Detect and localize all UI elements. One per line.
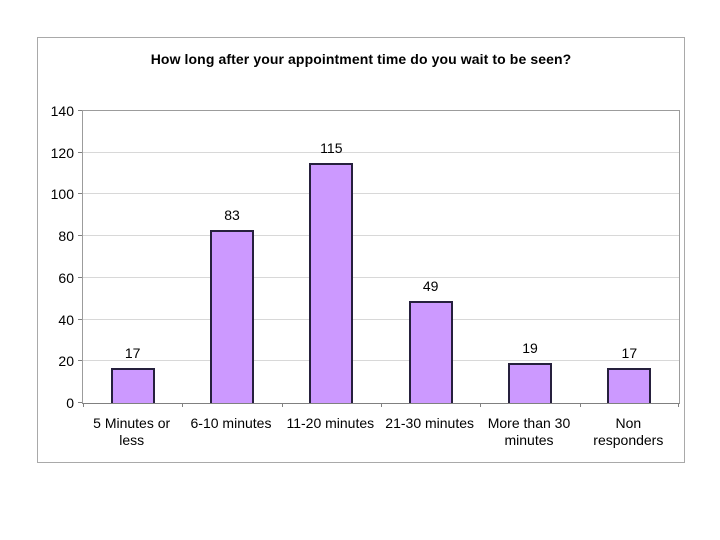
y-axis-tick-label: 20 <box>58 353 74 370</box>
chart-title: How long after your appointment time do … <box>150 51 572 67</box>
x-axis-category-label: 5 Minutes or less <box>93 415 171 448</box>
y-axis-tick <box>78 276 82 278</box>
x-axis-tick <box>678 403 679 407</box>
y-axis-tick-label: 0 <box>66 395 74 411</box>
y-axis-tick-label: 100 <box>50 186 74 203</box>
x-axis-tick <box>281 403 283 407</box>
bar-value-label: 17 <box>124 344 141 361</box>
gridline <box>83 318 679 320</box>
x-axis-tick <box>83 403 84 407</box>
gridline <box>83 235 679 237</box>
y-axis-tick-label: 140 <box>50 103 74 119</box>
y-axis-tick <box>78 110 82 111</box>
plot-area: 17 83 115 49 19 17 <box>78 110 680 407</box>
gridline <box>83 193 679 195</box>
bar <box>309 163 354 403</box>
bar <box>508 363 552 403</box>
x-axis-category-label: 6-10 minutes <box>190 415 272 431</box>
x-axis-category-label: More than 30 minutes <box>487 415 571 448</box>
x-axis-tick <box>182 403 184 407</box>
y-axis-tick-label: 120 <box>50 144 74 161</box>
gridline <box>83 151 679 153</box>
bar <box>408 300 453 403</box>
y-axis-tick <box>78 151 82 153</box>
y-axis-tick <box>78 318 82 320</box>
y-axis-tick-label: 40 <box>58 311 74 328</box>
x-axis-tick <box>480 403 482 407</box>
x-axis-tick <box>381 403 382 407</box>
gridline <box>83 360 679 362</box>
y-axis-tick-label: 60 <box>58 269 74 286</box>
x-axis-category-label: 11-20 minutes <box>286 415 375 431</box>
y-axis-tick <box>78 235 82 237</box>
bar-value-label: 83 <box>224 206 240 223</box>
bar-value-label: 17 <box>621 344 638 361</box>
x-axis-category-label: 21-30 minutes <box>385 415 475 431</box>
bar <box>210 229 254 403</box>
x-axis-category-label: Non responders <box>593 415 664 448</box>
bar-value-label: 49 <box>422 277 439 294</box>
y-axis-tick <box>78 360 82 362</box>
y-axis-tick-label: 80 <box>58 228 74 245</box>
chart-object: How long after your appointment time do … <box>37 37 685 463</box>
y-axis-tick <box>78 402 82 403</box>
bar-value-label: 115 <box>320 140 343 157</box>
y-axis-tick <box>78 193 82 195</box>
bar <box>110 367 155 403</box>
gridline <box>83 276 679 278</box>
x-axis-tick <box>579 403 581 407</box>
bar-value-label: 19 <box>522 340 538 357</box>
bar <box>607 367 652 403</box>
